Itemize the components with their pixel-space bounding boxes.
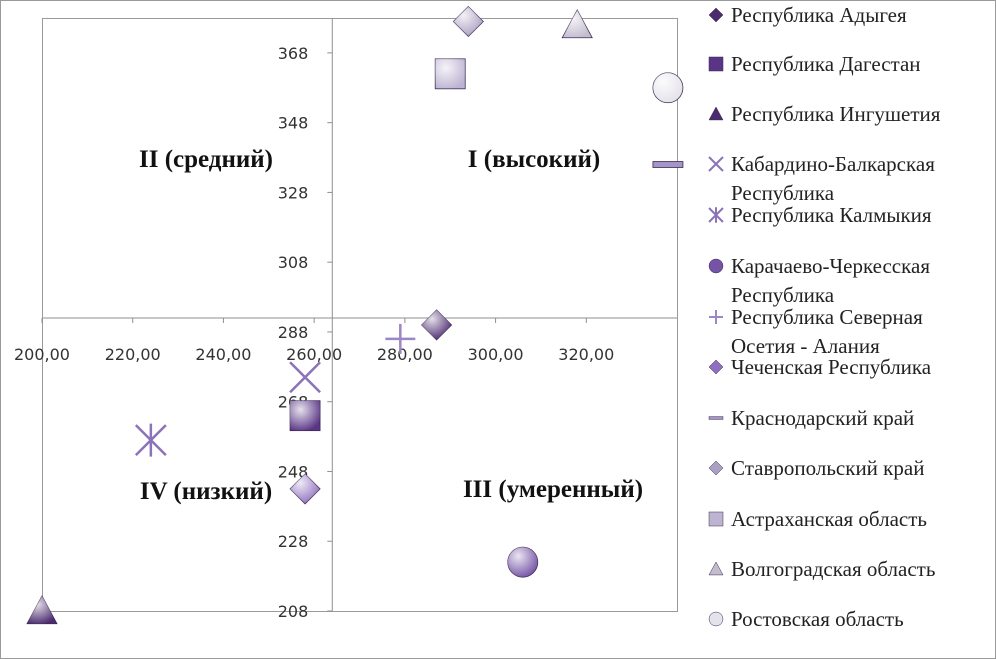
y-tick-label: 248 <box>278 462 309 481</box>
diamond-icon <box>708 359 724 375</box>
legend-label: Ставропольский край <box>731 456 924 480</box>
data-point-plus-icon <box>385 323 416 354</box>
legend-item: Чеченская Республика <box>708 355 932 379</box>
data-points <box>26 5 684 625</box>
data-point-circle-icon <box>507 546 539 578</box>
x-tick-label: 240,00 <box>195 345 251 364</box>
x-tick-label: 200,00 <box>14 345 70 364</box>
data-point-star-icon <box>134 423 167 457</box>
y-tick-label: 328 <box>278 183 309 202</box>
x-tick-label: 300,00 <box>468 345 524 364</box>
x-axis-ticks: 200,00 220,00 240,00 260,00 280,00 300,00 320,… <box>14 317 614 364</box>
legend-label: Чеченская Республика <box>731 355 932 379</box>
legend-item: Республика Адыгея <box>708 3 907 27</box>
y-tick-label: 368 <box>278 44 309 63</box>
y-tick-label: 228 <box>278 532 309 551</box>
x-tick-label: 320,00 <box>558 345 614 364</box>
triangle-icon <box>708 561 724 576</box>
data-point-square-icon <box>289 400 321 432</box>
diamond-icon <box>708 7 724 23</box>
legend-label: Республика Калмыкия <box>731 203 932 227</box>
square-icon <box>708 56 724 72</box>
legend-label: Республика Дагестан <box>731 52 921 76</box>
legend-item: Краснодарский край <box>708 406 914 430</box>
data-point-triangle-icon <box>26 595 58 625</box>
legend-label: Карачаево-Черкесская Республика <box>731 254 930 307</box>
circle-icon <box>708 258 724 274</box>
legend: Республика Адыгея Республика Дагестан Ре… <box>708 3 941 631</box>
quadrant-label-1: I (высокий) <box>468 146 600 173</box>
data-point-x-icon <box>289 361 321 394</box>
legend-item: Республика Северная Осетия - Алания <box>709 305 923 358</box>
square-icon <box>708 511 724 527</box>
data-point-circle-icon <box>652 72 684 104</box>
legend-label: Республика Ингушетия <box>731 102 941 126</box>
legend-label: Ростовская область <box>731 607 904 631</box>
legend-item: Республика Дагестан <box>708 52 921 76</box>
triangle-icon <box>708 106 724 121</box>
dash-icon <box>708 416 724 420</box>
y-tick-label: 208 <box>278 602 309 621</box>
legend-item: Ростовская область <box>708 607 904 631</box>
y-tick-label: 348 <box>278 114 309 133</box>
quadrant-label-4: IV (низкий) <box>140 478 272 505</box>
plus-icon <box>709 310 723 324</box>
x-icon <box>708 156 724 172</box>
legend-label: Республика Адыгея <box>731 3 907 27</box>
star-icon <box>708 207 724 223</box>
y-tick-label: 288 <box>278 323 309 342</box>
diamond-icon <box>708 460 724 476</box>
legend-label: Волгоградская область <box>731 557 935 581</box>
data-point-diamond-icon <box>452 5 484 38</box>
quadrant-label-3: III (умеренный) <box>463 476 643 503</box>
legend-item: Карачаево-Черкесская Республика <box>708 254 930 307</box>
legend-item: Кабардино-Балкарская Республика <box>708 152 935 205</box>
legend-item: Астраханская область <box>708 507 927 531</box>
legend-item: Республика Калмыкия <box>708 203 932 227</box>
y-tick-label: 308 <box>278 253 309 272</box>
data-point-diamond-icon <box>421 309 453 341</box>
x-tick-label: 220,00 <box>105 345 161 364</box>
data-point-dash-icon <box>652 161 684 168</box>
data-point-triangle-icon <box>561 9 593 39</box>
data-point-square-icon <box>434 58 466 90</box>
x-tick-label: 280,00 <box>377 345 433 364</box>
legend-label: Краснодарский край <box>731 406 914 430</box>
legend-item: Республика Ингушетия <box>708 102 941 126</box>
legend-label: Республика Северная Осетия - Алания <box>731 305 923 358</box>
legend-label: Астраханская область <box>731 507 927 531</box>
data-point-diamond-icon <box>289 473 321 505</box>
x-tick-label: 260,00 <box>286 345 342 364</box>
y-axis-ticks: 208228248268288308328348368 <box>278 44 333 621</box>
legend-label: Кабардино-Балкарская Республика <box>731 152 935 205</box>
circle-icon <box>708 611 724 627</box>
plot-area-border <box>42 18 678 612</box>
quadrant-labels: II (средний) I (высокий) IV (низкий) III… <box>139 146 643 505</box>
quadrant-label-2: II (средний) <box>139 146 273 173</box>
legend-item: Волгоградская область <box>708 557 935 581</box>
legend-item: Ставропольский край <box>708 456 924 480</box>
